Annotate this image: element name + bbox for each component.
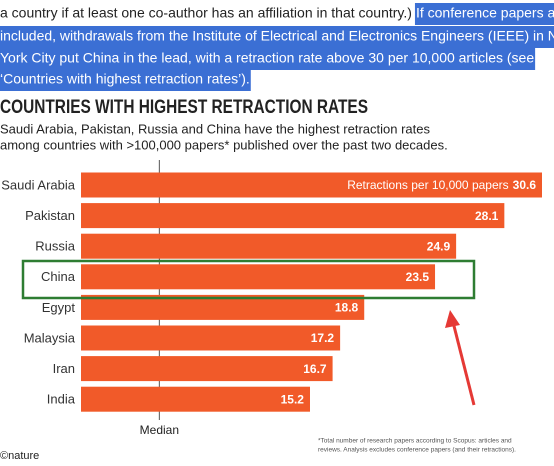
value-label: 28.1: [475, 209, 499, 223]
value-label: 18.8: [335, 301, 359, 315]
footnote: *Total number of research papers accordi…: [318, 438, 512, 445]
text-highlight: [414, 3, 554, 25]
highlighted-text: York City put China in the lead, with a …: [0, 50, 534, 66]
highlighted-text: If conference papers are: [416, 5, 554, 21]
category-label: Russia: [35, 239, 76, 254]
highlighted-text: included, withdrawals from the Institute…: [0, 28, 554, 44]
bar: [81, 325, 341, 351]
chart-subtitle: among countries with >100,000 papers* pu…: [0, 137, 448, 152]
source: ©nature: [0, 450, 39, 462]
annotation: Retractions per 10,000 papers: [347, 178, 508, 192]
chart: Median Saudi Arabia 30.6 Pakistan 28.1 Russia…: [1, 160, 542, 437]
chart-subtitle: Saudi Arabia, Pakistan, Russia and China…: [0, 121, 430, 136]
paragraph-text: a country if at least one co-author has …: [0, 5, 412, 21]
article-paragraph: a country if at least one co-author has …: [0, 3, 554, 91]
bar: [81, 172, 542, 198]
value-label: 30.6: [513, 178, 537, 192]
chart-title: COUNTRIES WITH HIGHEST RETRACTION RATES: [0, 97, 368, 118]
category-label: China: [41, 269, 76, 284]
text-highlight: [0, 69, 251, 91]
category-label: Iran: [53, 361, 75, 376]
highlight-box: [21, 259, 476, 300]
bar: [81, 264, 436, 290]
category-label: Pakistan: [25, 208, 75, 223]
bar: [81, 233, 457, 259]
value-label: 24.9: [427, 239, 451, 253]
bar: [81, 386, 310, 412]
value-label: 16.7: [303, 362, 327, 376]
bar: [81, 356, 333, 382]
category-label: Saudi Arabia: [1, 177, 75, 192]
value-label: 15.2: [281, 392, 305, 406]
bar: [81, 203, 505, 229]
category-label: Malaysia: [24, 330, 76, 345]
text-highlight: [0, 48, 536, 70]
footnote: reviews. Analysis excludes conference pa…: [318, 447, 516, 454]
highlighted-text: ‘Countries with highest retraction rates…: [0, 71, 250, 87]
arrow: [445, 310, 476, 406]
category-label: India: [47, 392, 76, 407]
category-label: Egypt: [42, 300, 76, 315]
median-label: Median: [140, 423, 179, 437]
value-label: 23.5: [406, 270, 430, 284]
value-label: 17.2: [311, 331, 335, 345]
text-highlight: [0, 26, 554, 48]
